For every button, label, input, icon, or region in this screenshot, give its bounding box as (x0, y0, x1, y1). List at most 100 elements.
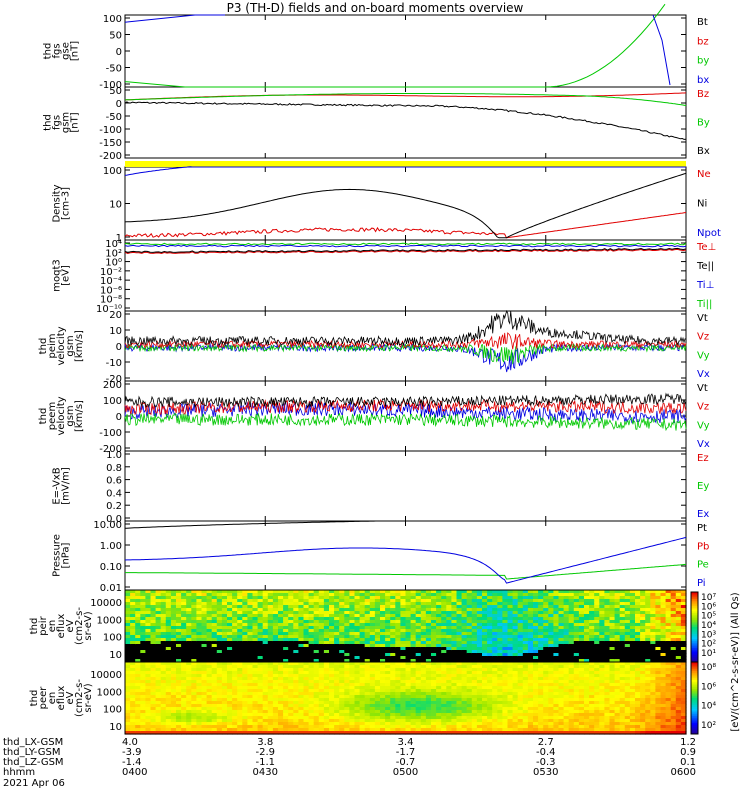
heatmap-cell (145, 707, 152, 711)
heatmap-cell (267, 722, 274, 726)
heatmap-cell (436, 659, 442, 663)
heatmap-cell (227, 725, 233, 729)
heatmap-cell (247, 722, 254, 726)
heatmap-cell (313, 659, 320, 663)
heatmap-cell (191, 686, 197, 690)
heatmap-cell (186, 716, 192, 720)
heatmap-cell (283, 650, 289, 654)
heatmap-cell (196, 599, 203, 603)
heatmap-cell (502, 647, 509, 651)
heatmap-cell (354, 596, 361, 600)
heatmap-cell (471, 728, 478, 732)
heatmap-cell (446, 620, 452, 624)
heatmap-cell (262, 620, 269, 624)
heatmap-cell (334, 677, 340, 681)
heatmap-cell (186, 689, 192, 693)
heatmap-cell (242, 641, 248, 645)
heatmap-cell (650, 608, 656, 612)
heatmap-cell (466, 731, 473, 735)
heatmap-cell (584, 626, 590, 630)
heatmap-cell (313, 725, 320, 729)
heatmap-cell (288, 698, 294, 702)
heatmap-cell (660, 659, 667, 663)
heatmap-cell (344, 605, 350, 609)
heatmap-cell (176, 656, 182, 660)
heatmap-cell (216, 614, 223, 618)
heatmap-cell (364, 722, 371, 726)
heatmap-cell (400, 680, 407, 684)
heatmap-cell (135, 635, 141, 639)
heatmap-cell (629, 611, 636, 615)
heatmap-cell (237, 653, 243, 657)
series-Pi (124, 536, 687, 584)
heatmap-cell (446, 731, 452, 735)
heatmap-cell (369, 668, 376, 672)
heatmap-cell (176, 605, 182, 609)
heatmap-cell (609, 620, 616, 624)
heatmap-cell (670, 629, 677, 633)
heatmap-cell (283, 704, 289, 708)
heatmap-cell (415, 731, 422, 735)
heatmap-cell (303, 689, 310, 693)
heatmap-cell (558, 614, 565, 618)
heatmap-cell (150, 614, 157, 618)
heatmap-cell (573, 623, 580, 627)
heatmap-cell (201, 686, 208, 690)
heatmap-cell (578, 605, 585, 609)
heatmap-cell (650, 605, 656, 609)
heatmap-cell (482, 596, 488, 600)
heatmap-cell (349, 722, 356, 726)
heatmap-cell (293, 692, 299, 696)
heatmap-cell (201, 605, 208, 609)
heatmap-cell (339, 590, 345, 594)
heatmap-cell (538, 662, 544, 666)
heatmap-cell (196, 683, 203, 687)
heatmap-cell (650, 617, 656, 621)
heatmap-cell (614, 647, 621, 651)
heatmap-cell (211, 701, 218, 705)
heatmap-cell (446, 638, 452, 642)
heatmap-cell (431, 728, 437, 732)
heatmap-cell (599, 608, 605, 612)
heatmap-cell (420, 599, 427, 603)
heatmap-cell (640, 641, 646, 645)
heatmap-cell (181, 590, 187, 594)
heatmap-cell (216, 689, 223, 693)
heatmap-cell (247, 620, 254, 624)
heatmap-cell (170, 611, 177, 615)
heatmap-cell (400, 722, 407, 726)
heatmap-cell (354, 719, 361, 723)
heatmap-cell (594, 635, 600, 639)
heatmap-cell (211, 638, 218, 642)
heatmap-cell (186, 653, 192, 657)
heatmap-cell (165, 590, 172, 594)
quality-flag-bar (125, 161, 686, 167)
heatmap-cell (349, 668, 356, 672)
heatmap-cell (354, 710, 361, 714)
heatmap-cell (487, 695, 493, 699)
heatmap-cell (395, 611, 401, 615)
heatmap-cell (680, 611, 687, 615)
heatmap-cell (441, 602, 447, 606)
heatmap-cell (125, 713, 131, 717)
heatmap-cell (232, 701, 238, 705)
heatmap-cell (318, 611, 325, 615)
heatmap-cell (624, 620, 631, 624)
heatmap-cell (568, 656, 575, 660)
heatmap-cell (655, 620, 662, 624)
heatmap-cell (517, 689, 524, 693)
heatmap-cell (436, 725, 442, 729)
heatmap-cell (446, 671, 452, 675)
heatmap-cell (374, 593, 381, 597)
heatmap-cell (349, 617, 356, 621)
heatmap-cell (461, 626, 468, 630)
heatmap-cell (476, 710, 483, 714)
heatmap-cell (675, 608, 682, 612)
heatmap-cell (431, 626, 437, 630)
heatmap-cell (650, 635, 656, 639)
heatmap-cell (252, 710, 259, 714)
heatmap-cell (211, 656, 218, 660)
heatmap-cell (492, 695, 498, 699)
heatmap-cell (507, 722, 514, 726)
heatmap-cell (517, 629, 524, 633)
